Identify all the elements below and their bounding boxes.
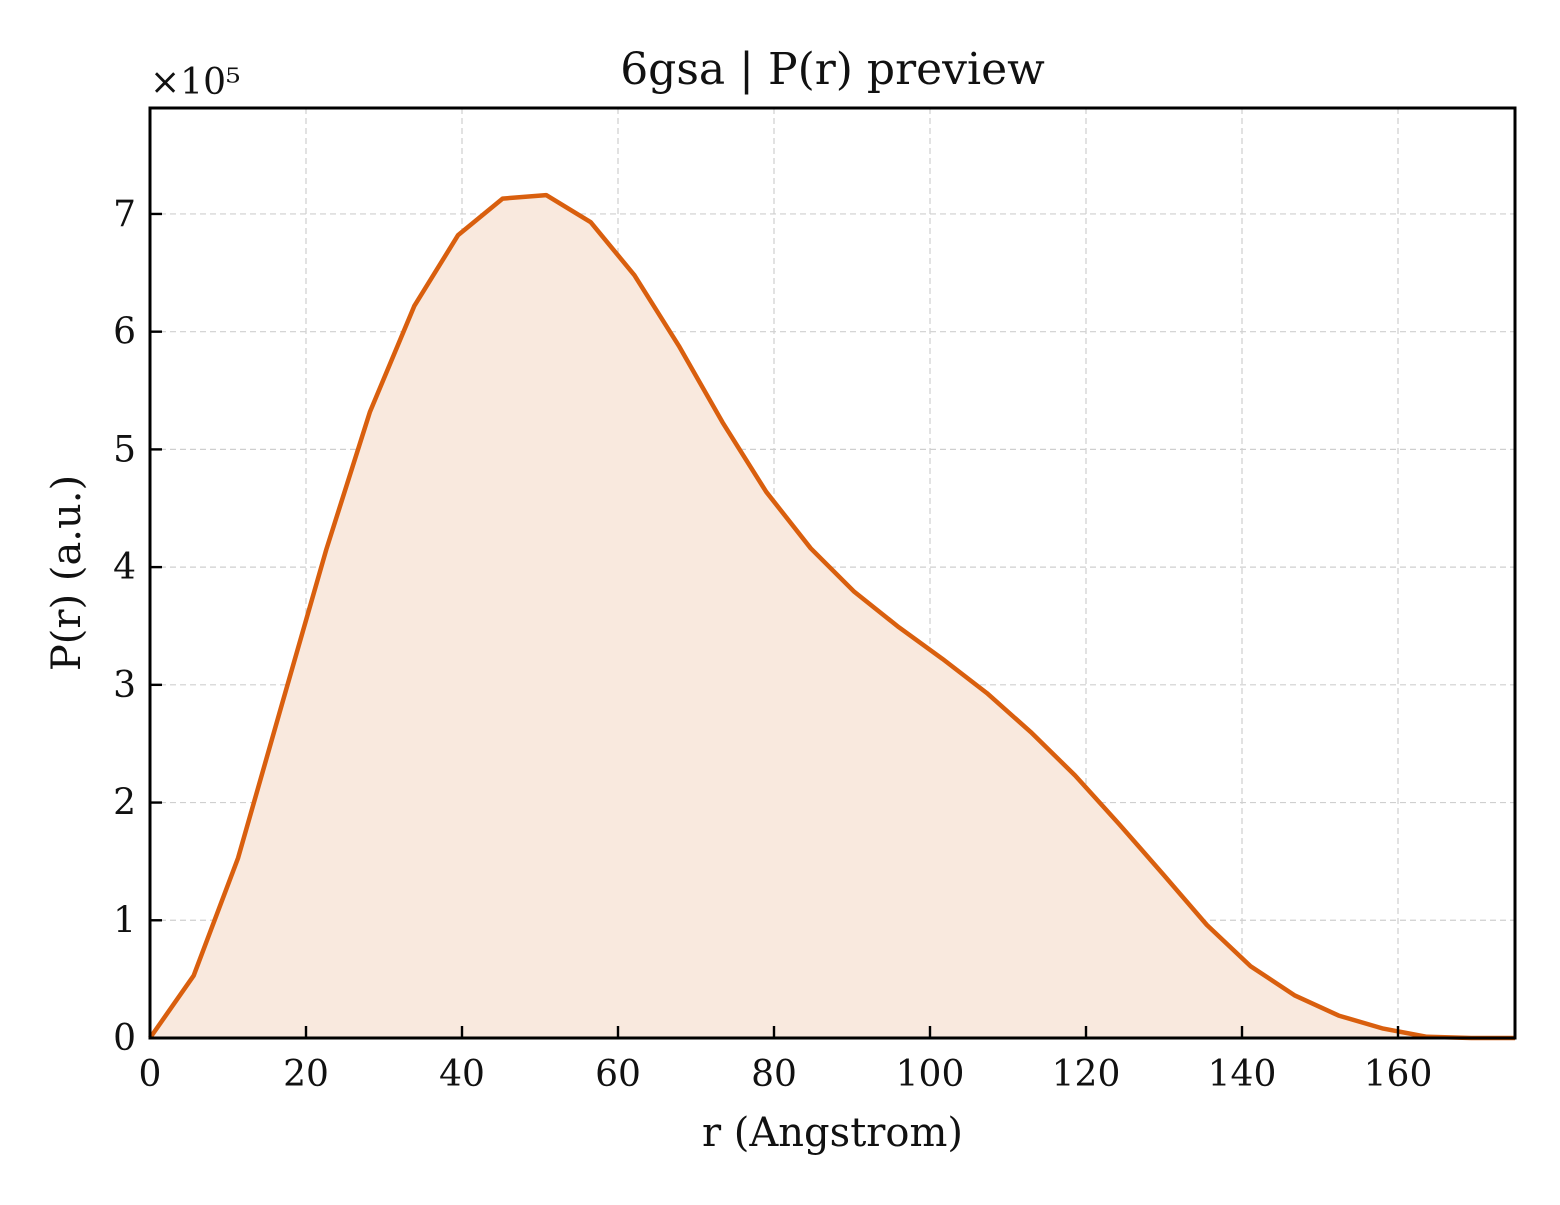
x-tick-label: 0 <box>139 1054 162 1095</box>
pr-line <box>148 192 1515 1041</box>
x-tick-label: 40 <box>439 1054 485 1095</box>
x-tick-label: 140 <box>1208 1054 1277 1095</box>
y-tick-label: 0 <box>113 1018 136 1059</box>
y-tick-label: 5 <box>113 429 136 470</box>
plot-frame <box>148 106 1517 1040</box>
y-tick-label: 2 <box>113 783 136 824</box>
chart-title: 6gsa | P(r) preview <box>620 44 1045 95</box>
x-axis-label: r (Angstrom) <box>702 1110 963 1156</box>
ticks: 0 20 40 60 80 100 120 140 160 0 1 2 3 4 5 6 7 <box>113 194 1432 1095</box>
y-tick-label: 1 <box>113 900 136 941</box>
y-multiplier-label: ×10⁵ <box>150 62 240 103</box>
pr-area-fill <box>150 195 1515 1039</box>
x-tick-label: 80 <box>751 1054 797 1095</box>
x-tick-label: 160 <box>1364 1054 1433 1095</box>
x-tick-label: 60 <box>595 1054 641 1095</box>
x-tick-label: 20 <box>283 1054 329 1095</box>
y-tick-label: 6 <box>113 312 136 353</box>
area-layer <box>148 192 1515 1041</box>
x-tick-label: 120 <box>1052 1054 1121 1095</box>
y-axis-label: P(r) (a.u.) <box>44 475 90 671</box>
x-tick-label: 100 <box>896 1054 965 1095</box>
y-tick-label: 3 <box>113 665 136 706</box>
y-tick-label: 7 <box>113 194 136 235</box>
y-tick-label: 4 <box>113 547 136 588</box>
